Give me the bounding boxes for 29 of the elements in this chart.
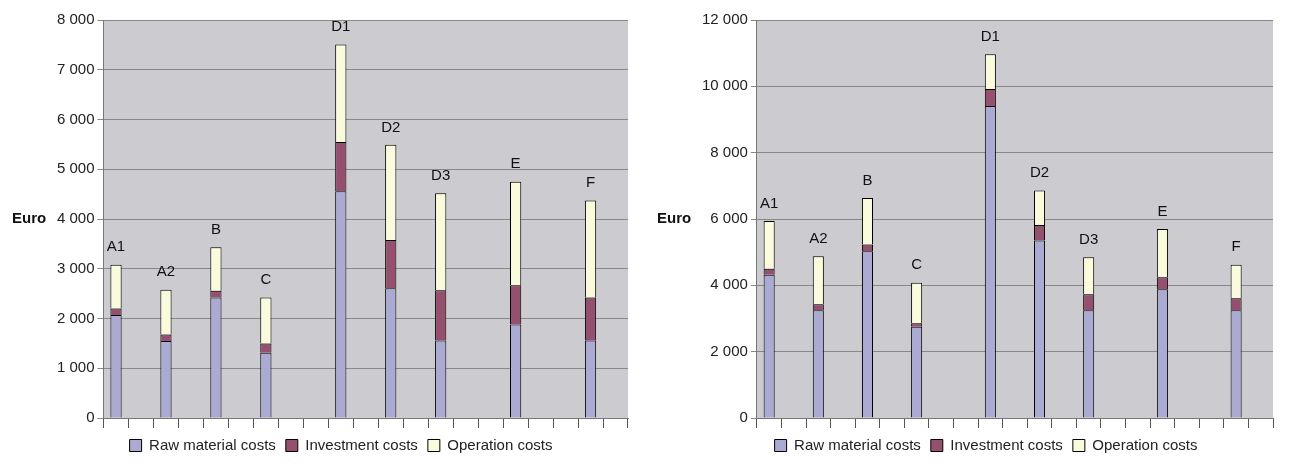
y-tick-label: 7 000 [56,59,95,77]
y-tick-label: 0 [86,408,95,426]
legend-label: Raw material costs [794,435,921,453]
category-label: F [1231,237,1241,255]
category-label: E [1157,201,1168,219]
y-tick-label: 3 000 [56,258,95,276]
legend-label: Investment costs [305,435,418,453]
legend-label: Investment costs [950,435,1063,453]
y-tick-label: 0 [739,408,748,426]
y-tick-label: 2 000 [710,341,748,359]
y-tick-label: 4 000 [56,209,95,227]
y-axis-title: Euro [657,209,692,227]
y-tick-label: 8 000 [56,10,95,28]
category-label: C [911,255,923,273]
y-axis-title: Euro [12,209,47,227]
y-tick-label: 2 000 [56,308,95,326]
y-tick-label: 6 000 [710,209,748,227]
legend-label: Operation costs [1092,435,1198,453]
category-label: A1 [759,193,779,211]
y-tick-label: 5 000 [56,159,95,177]
y-tick-label: 4 000 [710,275,748,293]
y-tick-label: 8 000 [710,142,748,160]
y-tick-label: 10 000 [701,76,748,94]
category-label: D1 [980,26,1000,44]
legend-label: Operation costs [447,435,553,453]
y-tick-label: 12 000 [701,10,748,28]
y-tick-label: 6 000 [56,109,95,127]
y-tick-label: 1 000 [56,358,95,376]
legend-label: Raw material costs [149,435,276,453]
